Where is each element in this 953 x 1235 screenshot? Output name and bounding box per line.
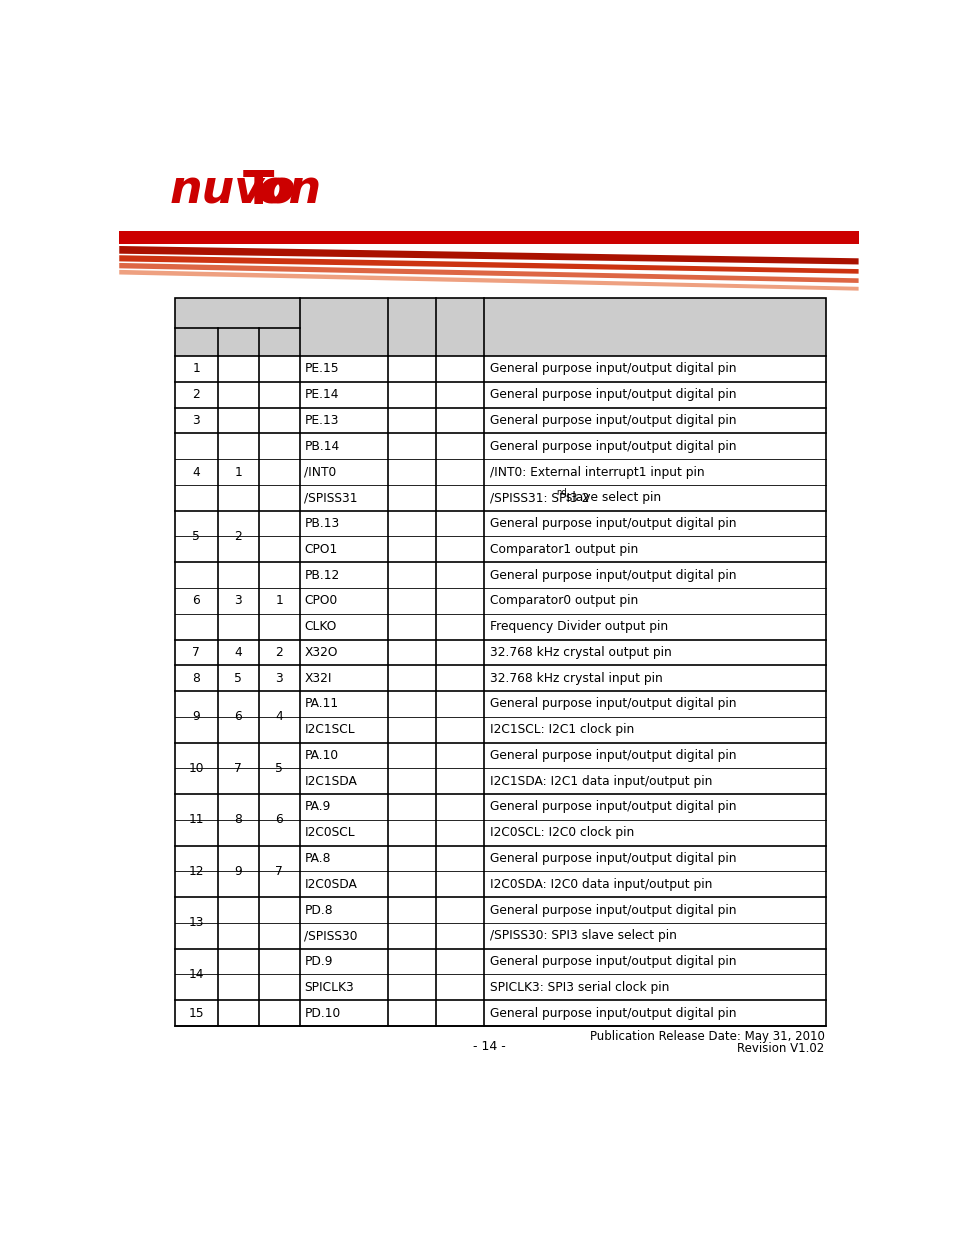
Text: 8: 8 — [234, 814, 242, 826]
Text: 6: 6 — [193, 594, 200, 608]
Text: General purpose input/output digital pin: General purpose input/output digital pin — [490, 517, 737, 530]
Text: Comparator1 output pin: Comparator1 output pin — [490, 543, 639, 556]
Text: General purpose input/output digital pin: General purpose input/output digital pin — [490, 800, 737, 814]
Text: X32I: X32I — [304, 672, 332, 684]
Text: PD.10: PD.10 — [304, 1007, 340, 1020]
Text: /SPISS30: SPI3 slave select pin: /SPISS30: SPI3 slave select pin — [490, 929, 677, 942]
Text: General purpose input/output digital pin: General purpose input/output digital pin — [490, 568, 737, 582]
Text: PD.8: PD.8 — [304, 904, 333, 916]
Text: CPO0: CPO0 — [304, 594, 337, 608]
Text: General purpose input/output digital pin: General purpose input/output digital pin — [490, 748, 737, 762]
Text: 9: 9 — [193, 710, 200, 724]
Text: Publication Release Date: May 31, 2010: Publication Release Date: May 31, 2010 — [589, 1030, 823, 1042]
Text: I2C0SCL: I2C0SCL — [304, 826, 355, 840]
Text: General purpose input/output digital pin: General purpose input/output digital pin — [490, 698, 737, 710]
Text: 1: 1 — [275, 594, 283, 608]
Text: CPO1: CPO1 — [304, 543, 337, 556]
Text: T: T — [243, 169, 274, 214]
Text: I2C0SDA: I2C0SDA — [304, 878, 357, 890]
Text: PA.9: PA.9 — [304, 800, 331, 814]
Text: PA.11: PA.11 — [304, 698, 338, 710]
Text: I2C1SCL: I2C1SCL — [304, 724, 355, 736]
Text: 11: 11 — [189, 814, 204, 826]
Text: Revision V1.02: Revision V1.02 — [737, 1042, 823, 1055]
Text: 7: 7 — [234, 762, 242, 774]
Text: 2: 2 — [193, 388, 200, 401]
Text: Comparator0 output pin: Comparator0 output pin — [490, 594, 639, 608]
Polygon shape — [119, 263, 858, 283]
Text: 3: 3 — [193, 414, 200, 427]
Text: 5: 5 — [234, 672, 242, 684]
Text: 12: 12 — [189, 864, 204, 878]
Text: 14: 14 — [189, 968, 204, 981]
Text: General purpose input/output digital pin: General purpose input/output digital pin — [490, 904, 737, 916]
Text: CLKO: CLKO — [304, 620, 336, 634]
Text: 9: 9 — [234, 864, 242, 878]
Text: /SPISS30: /SPISS30 — [304, 929, 357, 942]
Text: /INT0: /INT0 — [304, 466, 336, 478]
Text: I2C0SDA: I2C0 data input/output pin: I2C0SDA: I2C0 data input/output pin — [490, 878, 712, 890]
Text: 32.768 kHz crystal output pin: 32.768 kHz crystal output pin — [490, 646, 672, 659]
Polygon shape — [119, 256, 858, 274]
Text: PB.14: PB.14 — [304, 440, 339, 453]
Text: 32.768 kHz crystal input pin: 32.768 kHz crystal input pin — [490, 672, 662, 684]
Text: 15: 15 — [189, 1007, 204, 1020]
Text: PE.15: PE.15 — [304, 363, 338, 375]
Text: SPICLK3: SPICLK3 — [304, 981, 354, 994]
Text: General purpose input/output digital pin: General purpose input/output digital pin — [490, 852, 737, 864]
Bar — [174, 299, 825, 356]
Text: on: on — [257, 169, 321, 214]
Text: /INT0: External interrupt1 input pin: /INT0: External interrupt1 input pin — [490, 466, 704, 478]
Text: General purpose input/output digital pin: General purpose input/output digital pin — [490, 1007, 737, 1020]
Text: PA.10: PA.10 — [304, 748, 338, 762]
Text: slave select pin: slave select pin — [561, 492, 660, 504]
Text: /SPISS31: SPI3 2: /SPISS31: SPI3 2 — [490, 492, 589, 504]
Text: PE.13: PE.13 — [304, 414, 338, 427]
Bar — [119, 231, 858, 245]
Text: PA.8: PA.8 — [304, 852, 331, 864]
Text: 10: 10 — [189, 762, 204, 774]
Text: - 14 -: - 14 - — [472, 1040, 505, 1053]
Text: nuvo: nuvo — [170, 169, 296, 214]
Text: 5: 5 — [275, 762, 283, 774]
Text: PD.9: PD.9 — [304, 955, 333, 968]
Text: 7: 7 — [193, 646, 200, 659]
Text: 7: 7 — [275, 864, 283, 878]
Text: Frequency Divider output pin: Frequency Divider output pin — [490, 620, 668, 634]
Text: 13: 13 — [189, 916, 204, 930]
Text: PE.14: PE.14 — [304, 388, 338, 401]
Text: 6: 6 — [275, 814, 283, 826]
Text: 2: 2 — [234, 530, 242, 543]
Text: PB.13: PB.13 — [304, 517, 339, 530]
Text: General purpose input/output digital pin: General purpose input/output digital pin — [490, 955, 737, 968]
Text: 4: 4 — [234, 646, 242, 659]
Text: 4: 4 — [275, 710, 283, 724]
Text: General purpose input/output digital pin: General purpose input/output digital pin — [490, 414, 737, 427]
Text: I2C1SCL: I2C1 clock pin: I2C1SCL: I2C1 clock pin — [490, 724, 634, 736]
Text: 5: 5 — [193, 530, 200, 543]
Text: PB.12: PB.12 — [304, 568, 339, 582]
Text: nd: nd — [556, 488, 566, 496]
Text: I2C0SCL: I2C0 clock pin: I2C0SCL: I2C0 clock pin — [490, 826, 634, 840]
Text: SPICLK3: SPI3 serial clock pin: SPICLK3: SPI3 serial clock pin — [490, 981, 669, 994]
Polygon shape — [119, 270, 858, 290]
Text: 4: 4 — [193, 466, 200, 478]
Text: 3: 3 — [234, 594, 242, 608]
Text: 1: 1 — [193, 363, 200, 375]
Bar — [174, 299, 825, 1026]
Text: 1: 1 — [234, 466, 242, 478]
Text: I2C1SDA: I2C1SDA — [304, 774, 357, 788]
Text: General purpose input/output digital pin: General purpose input/output digital pin — [490, 440, 737, 453]
Text: 6: 6 — [234, 710, 242, 724]
Text: 3: 3 — [275, 672, 283, 684]
Text: X32O: X32O — [304, 646, 337, 659]
Text: General purpose input/output digital pin: General purpose input/output digital pin — [490, 363, 737, 375]
Polygon shape — [119, 246, 858, 264]
Text: General purpose input/output digital pin: General purpose input/output digital pin — [490, 388, 737, 401]
Text: /SPISS31: /SPISS31 — [304, 492, 357, 504]
Text: I2C1SDA: I2C1 data input/output pin: I2C1SDA: I2C1 data input/output pin — [490, 774, 712, 788]
Text: 2: 2 — [275, 646, 283, 659]
Text: 8: 8 — [193, 672, 200, 684]
